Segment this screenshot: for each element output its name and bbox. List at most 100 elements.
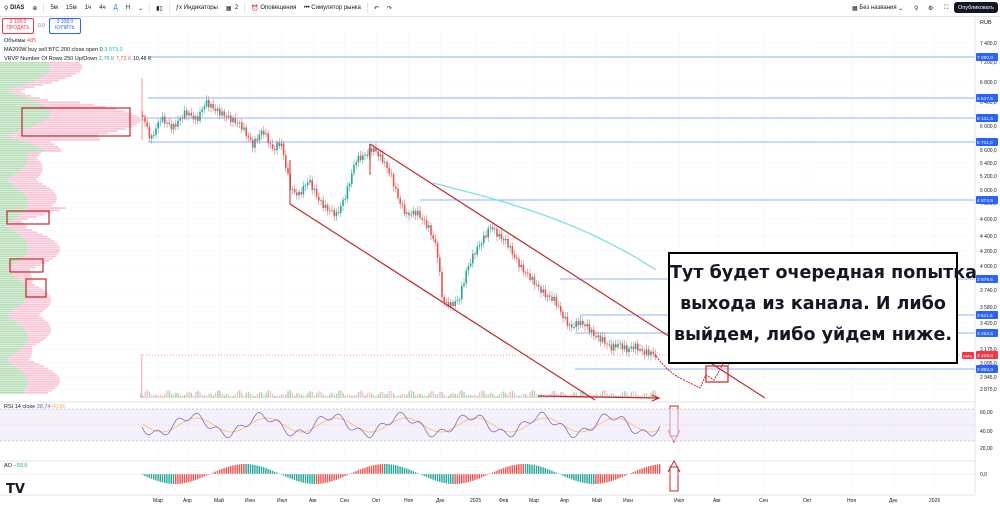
ao-bar: [269, 469, 271, 474]
candle-body: [562, 311, 564, 319]
volume-bar: [584, 391, 586, 398]
add-symbol-button[interactable]: ⊕: [28, 0, 41, 16]
ao-bar: [249, 464, 252, 474]
candle-body: [225, 116, 228, 118]
ao-bar: [386, 464, 388, 474]
vrvp-bar-up: [0, 176, 11, 179]
price-level-tag: [976, 329, 998, 337]
undo-button[interactable]: ↶: [370, 0, 383, 16]
symbol-tag: [962, 352, 974, 359]
candle-body: [353, 165, 355, 174]
ao-bar: [507, 466, 509, 474]
layouts-button[interactable]: ▦ 2: [222, 0, 242, 16]
replay-button[interactable]: ⏮ Симулятор рынка: [300, 0, 365, 16]
vrvp-bar-up: [0, 361, 10, 363]
vrvp-bar-down: [8, 90, 21, 93]
vrvp-bar-up: [0, 326, 23, 328]
indicators-button[interactable]: ƒ​x Индикаторы: [172, 0, 222, 16]
candle-body: [177, 120, 179, 127]
vrvp-bar-up: [0, 114, 51, 117]
chevron-down-icon: ⌄: [138, 5, 144, 12]
vrvp-bar-up: [0, 145, 38, 148]
interval-5m[interactable]: 5м: [50, 5, 58, 11]
rsi-legend[interactable]: RSI 14 close 38,74 40,86: [4, 404, 66, 410]
layout-name-button[interactable]: ▦ Без названия ⌄: [848, 0, 907, 16]
candle-body: [241, 122, 243, 130]
candle-body: [509, 246, 511, 248]
price-tick-label: 5 600,0: [980, 148, 997, 154]
vrvp-bar-down: [23, 84, 44, 86]
volume-bar: [390, 390, 393, 398]
ao-bar: [410, 470, 412, 474]
volume-bar: [219, 390, 221, 398]
candle-body: [465, 270, 467, 284]
volume-bar: [261, 392, 263, 398]
interval-1w[interactable]: Н: [125, 5, 131, 11]
ao-bar: [417, 473, 419, 474]
candle-body: [357, 155, 360, 163]
ao-bar: [516, 464, 518, 474]
vrvp-bar-up: [0, 79, 36, 82]
volume-bar: [626, 392, 628, 398]
candle-body: [520, 264, 522, 268]
volume-bar: [518, 395, 520, 398]
ao-legend[interactable]: AO −59,5: [4, 463, 27, 469]
candles-icon: ▮▯: [156, 5, 163, 12]
volume-bar: [437, 393, 439, 398]
settings-button[interactable]: ⚙: [924, 0, 937, 16]
chart-canvas[interactable]: 7 400,0 7 200,0 6 800,0 6 400,0 6 000,0 5 600…: [0, 17, 1000, 506]
vrvp-bar-down: [49, 70, 80, 73]
vrvp-bar-up: [0, 106, 47, 108]
vrvp-bar-down: [43, 103, 94, 106]
candle-body: [505, 239, 507, 241]
volume-bar: [146, 390, 148, 398]
interval-1h[interactable]: 1ч: [84, 5, 92, 11]
volume-bar: [575, 393, 577, 398]
candle-body: [384, 161, 386, 163]
chart-type-button[interactable]: ▮▯: [152, 0, 167, 16]
volume-bar: [239, 390, 241, 398]
candle-body: [518, 259, 520, 268]
ao-bar: [573, 474, 575, 481]
alerts-button[interactable]: ⏰ Оповещения: [247, 0, 300, 16]
candle-body: [412, 210, 415, 215]
ma-legend[interactable]: MA200W buy sell BTC 200 close open 0 3 9…: [4, 47, 123, 53]
search-button[interactable]: ⚲: [910, 0, 922, 16]
ao-bar: [549, 469, 551, 474]
volume-bar: [250, 393, 252, 398]
volume-bar: [621, 392, 624, 398]
tradingview-logo[interactable]: TV: [6, 482, 25, 497]
redo-button[interactable]: ↷: [383, 0, 396, 16]
volume-bar: [421, 395, 423, 398]
volume-bar: [496, 395, 498, 398]
symbol-search[interactable]: ⚲ DIAS: [0, 0, 28, 16]
ao-bar: [608, 474, 610, 482]
vrvp-bar-up: [0, 121, 42, 124]
ao-bar: [606, 474, 608, 483]
volume-bar: [247, 391, 250, 398]
candle-body: [183, 110, 186, 119]
interval-15m[interactable]: 15м: [65, 5, 77, 11]
interval-1d[interactable]: Д: [113, 5, 118, 11]
ao-bar: [562, 474, 564, 476]
ao-bar: [586, 474, 588, 484]
candle-body: [304, 185, 307, 187]
ao-bar: [496, 470, 498, 474]
vrvp-bar-down: [28, 249, 60, 251]
buy-button[interactable]: 3 108,0 КУПИТЬ: [48, 18, 81, 34]
candle-body: [595, 335, 597, 338]
volume-bar: [265, 392, 267, 398]
volume-legend[interactable]: Объёмы 485: [4, 38, 36, 44]
ao-bar: [535, 465, 538, 474]
candle-body: [560, 306, 562, 312]
candle-body: [538, 284, 540, 287]
interval-dropdown[interactable]: ⌄: [134, 0, 147, 16]
vrvp-legend[interactable]: VRVP Number Of Rows 250 Up/Down 2,76 К 7…: [4, 56, 151, 62]
volume-bar: [619, 394, 621, 398]
ao-bar: [370, 465, 373, 474]
ao-bar: [199, 474, 201, 479]
publish-button[interactable]: Опубликовать: [954, 2, 998, 13]
interval-4h[interactable]: 4ч: [99, 5, 106, 11]
sell-button[interactable]: 3 108,0 ПРОДАТЬ: [2, 18, 34, 34]
fullscreen-button[interactable]: ⛶: [940, 0, 952, 16]
